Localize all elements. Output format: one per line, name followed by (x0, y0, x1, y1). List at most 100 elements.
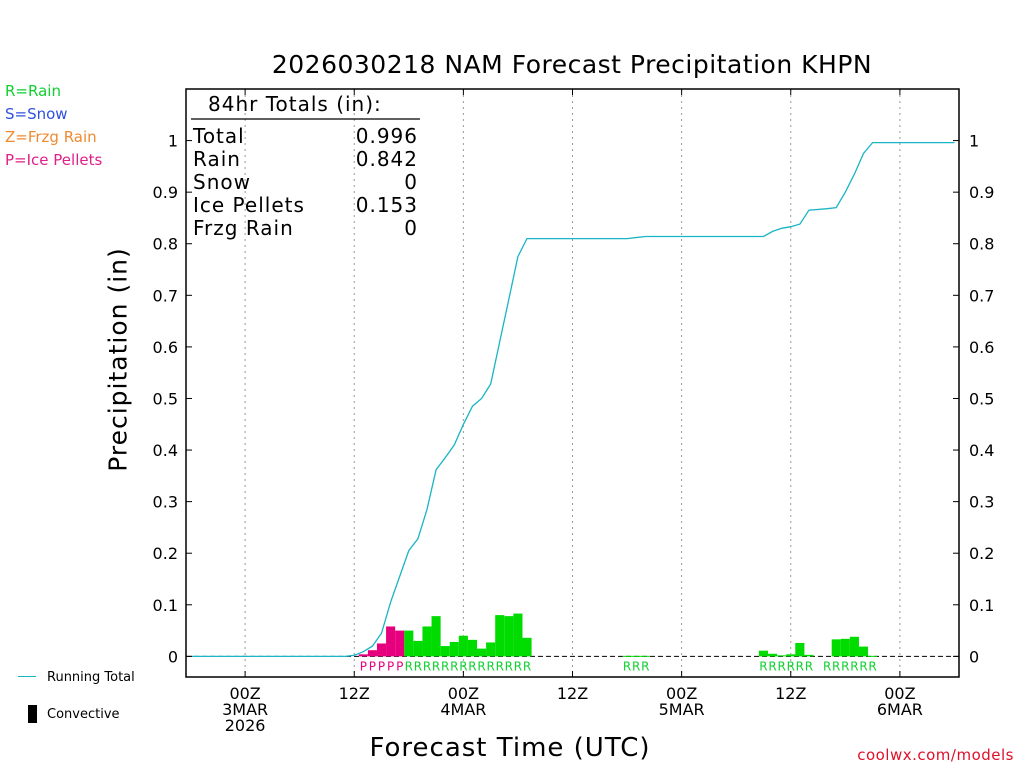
y-tick-label-right: 0.6 (969, 338, 994, 357)
rain-bar (758, 650, 769, 657)
y-tick-label-left: 0.1 (153, 596, 178, 615)
totals-row-label: Frzg Rain (193, 216, 294, 240)
rain-bar (513, 613, 523, 657)
rain-bar (622, 655, 632, 657)
totals-heading: 84hr Totals (in): (208, 92, 382, 116)
precip-type-marker: R (505, 659, 513, 673)
rain-bar (495, 615, 505, 657)
precip-type-marker: R (523, 659, 531, 673)
x-axis-label: Forecast Time (UTC) (369, 733, 651, 763)
precip-type-marker: R (432, 659, 440, 673)
rain-bar (413, 640, 423, 657)
precip-type-marker: P (360, 659, 367, 673)
y-tick-label-right: 0.1 (969, 596, 994, 615)
rain-bar (868, 655, 878, 657)
convective-key-label: Convective (47, 707, 120, 722)
totals-row-label: Snow (193, 170, 251, 194)
totals-row-value: 0.842 (356, 147, 418, 171)
ice-pellet-bar (376, 643, 387, 657)
totals-row-label: Total (192, 124, 245, 148)
precip-type-marker: R (414, 659, 422, 673)
precip-type-marker: R (759, 659, 767, 673)
ice-pellet-bar (358, 654, 368, 657)
precip-type-marker: R (796, 659, 804, 673)
precip-type-marker: R (441, 659, 449, 673)
totals-row-value: 0 (404, 216, 418, 240)
y-axis-label: Precipitation (in) (103, 247, 133, 472)
y-tick-label-left: 0.5 (153, 389, 178, 408)
y-tick-label-left: 0.9 (153, 183, 178, 202)
rain-bar (467, 639, 478, 657)
precip-type-marker: R (477, 659, 485, 673)
rain-bar (631, 655, 641, 657)
x-tick-label: 00Z (666, 684, 697, 703)
ice-pellet-bar (367, 650, 377, 657)
rain-bar (804, 654, 814, 657)
y-tick-label-right: 0.8 (969, 235, 994, 254)
x-tick-label: 00Z (884, 684, 915, 703)
rain-bar (449, 641, 459, 657)
running-total-series (190, 141, 955, 658)
rain-bar (786, 654, 796, 657)
rain-bar (858, 646, 869, 657)
x-tick-label: 00Z (448, 684, 479, 703)
y-tick-label-right: 0.7 (969, 286, 994, 305)
precip-type-marker: R (823, 659, 831, 673)
totals-row-value: 0.153 (356, 193, 418, 217)
rain-bar (504, 616, 514, 657)
precip-type-marker: R (787, 659, 795, 673)
rain-bar (477, 648, 487, 657)
precip-type-marker: R (459, 659, 467, 673)
precip-type-marker: R (777, 659, 785, 673)
ice-pellet-bar (386, 626, 396, 657)
precip-type-marker: P (369, 659, 376, 673)
y-tick-label-left: 0.7 (153, 286, 178, 305)
y-tick-label-left: 0 (168, 647, 178, 666)
rain-bar (522, 637, 532, 657)
precip-type-marker: R (868, 659, 876, 673)
precip-type-marker: R (468, 659, 476, 673)
precip-type-marker: R (859, 659, 867, 673)
totals-row-label: Rain (193, 147, 241, 171)
y-tick-label-left: 1 (168, 132, 178, 151)
precip-type-marker: R (632, 659, 640, 673)
precip-type-marker: P (396, 659, 403, 673)
precip-type-marker: R (641, 659, 649, 673)
x-tick-label: 6MAR (877, 700, 923, 719)
precip-type-marker: P (378, 659, 385, 673)
totals-box: 84hr Totals (in): Total 0.996 Rain 0.842 Snow… (191, 92, 420, 240)
rain-bar (831, 639, 841, 657)
legend-freezing-rain: Z=Frzg Rain (5, 128, 97, 146)
precip-type-marker: R (841, 659, 849, 673)
precip-type-marker: R (405, 659, 413, 673)
running-total-key-swatch (18, 676, 36, 677)
x-tick-label: 2026 (225, 716, 266, 735)
legend-rain: R=Rain (5, 82, 61, 100)
y-tick-label-left: 0.8 (153, 235, 178, 254)
rain-bar (422, 626, 432, 657)
y-tick-label-left: 0.3 (153, 493, 178, 512)
precip-type-marker: R (450, 659, 458, 673)
running-total-key-label: Running Total (47, 670, 135, 685)
rain-bar (404, 630, 414, 657)
y-tick-label-left: 0.2 (153, 544, 178, 563)
y-tick-label-right: 0.2 (969, 544, 994, 563)
precip-type-marker: R (832, 659, 840, 673)
y-tick-label-left: 0.4 (153, 441, 178, 460)
totals-row-value: 0 (404, 170, 418, 194)
y-tick-label-right: 1 (969, 132, 979, 151)
rain-bar (486, 642, 496, 657)
hourly-bars (358, 613, 878, 657)
totals-row-label: Ice Pellets (193, 193, 305, 217)
rain-bar (431, 616, 441, 657)
credit-link[interactable]: coolwx.com/models (857, 746, 1014, 764)
running-total-line (190, 141, 955, 658)
convective-key-swatch (28, 705, 37, 723)
y-tick-label-right: 0 (969, 647, 979, 666)
x-tick-label: 12Z (775, 684, 806, 703)
y-tick-label-right: 0.4 (969, 441, 994, 460)
legend-snow: S=Snow (5, 105, 68, 123)
axes: 0 0 0.1 0.1 0.2 0.2 0.3 0.3 0.4 0.4 0.5 0.5 0.6 0.6 0.… (153, 88, 994, 735)
y-tick-label-left: 0.6 (153, 338, 178, 357)
